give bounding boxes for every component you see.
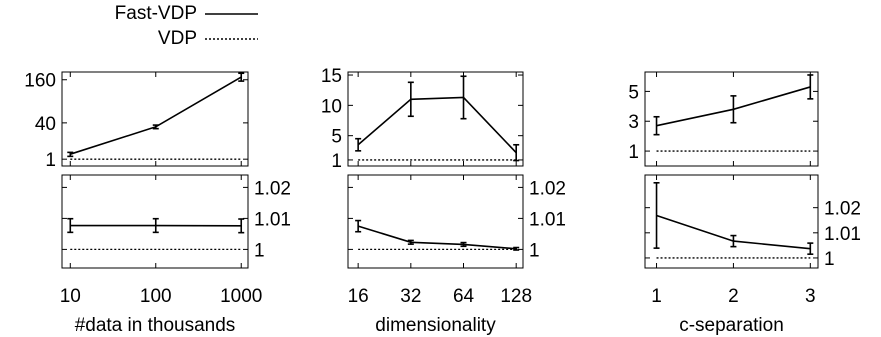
x-tick-label: 64 bbox=[453, 286, 475, 307]
chart-panel-c-separation-bottom: 1 1.01 1.02 bbox=[644, 174, 861, 270]
y-tick-label: 1 bbox=[45, 150, 56, 171]
plot-frame bbox=[347, 71, 524, 167]
y-tick-label: 3 bbox=[628, 112, 639, 133]
x-axis-label: dimensionality bbox=[375, 315, 496, 336]
x-axis-label: c-separation bbox=[679, 315, 784, 336]
x-tick-label: 100 bbox=[140, 286, 172, 307]
y-tick-label: 1.02 bbox=[254, 178, 291, 199]
fast-vdp-series-line bbox=[70, 76, 242, 155]
y-tick-label: 1 bbox=[628, 142, 639, 163]
y-tick-label: 1.01 bbox=[529, 209, 566, 230]
y-tick-label: 1.02 bbox=[529, 178, 566, 199]
x-axis-label: #data in thousands bbox=[75, 315, 236, 336]
x-tick-label: 2 bbox=[728, 286, 739, 307]
y-tick-label: 1.02 bbox=[824, 199, 861, 220]
chart-panel-data-size-bottom: 1 1.01 1.02 bbox=[61, 174, 291, 269]
y-tick-label: 1 bbox=[824, 249, 835, 270]
fast-vdp-series-line bbox=[357, 225, 517, 250]
y-tick-label: 15 bbox=[321, 66, 342, 87]
y-tick-label: 5 bbox=[331, 127, 342, 148]
x-tick-label: 3 bbox=[805, 286, 816, 307]
legend: Fast-VDP VDP bbox=[115, 3, 258, 49]
x-tick-label: 1000 bbox=[220, 286, 262, 307]
x-tick-label: 32 bbox=[400, 286, 421, 307]
plot-frame bbox=[61, 71, 249, 167]
y-tick-label: 1.01 bbox=[254, 209, 291, 230]
y-tick-label: 1 bbox=[331, 151, 342, 172]
x-tick-label: 128 bbox=[500, 286, 532, 307]
y-tick-label: 5 bbox=[628, 82, 639, 103]
y-tick-label: 160 bbox=[24, 71, 56, 92]
x-tick-label: 1 bbox=[651, 286, 662, 307]
y-tick-label: 1.01 bbox=[824, 224, 861, 245]
chart-panel-c-separation-top: 1 2 3 c-separation 1 3 5 bbox=[628, 71, 819, 336]
x-tick-label: 16 bbox=[348, 286, 369, 307]
plot-frame bbox=[644, 174, 819, 269]
y-tick-label: 1 bbox=[254, 240, 265, 261]
plot-frame bbox=[644, 71, 819, 167]
y-tick-label: 40 bbox=[35, 114, 56, 135]
y-tick-label: 10 bbox=[321, 96, 342, 117]
x-tick-label: 10 bbox=[60, 286, 81, 307]
plot-frame bbox=[61, 174, 249, 269]
chart-panel-data-size-top: 10 100 1000 #data in thousands 1 40 160 bbox=[24, 71, 262, 336]
legend-vdp-label: VDP bbox=[158, 28, 197, 49]
fast-vdp-series-line bbox=[357, 96, 517, 154]
panels: 10 100 1000 #data in thousands 1 40 160 1 1.01 1.… bbox=[24, 66, 861, 336]
chart-panel-dimensionality-bottom: 1 1.01 1.02 bbox=[347, 174, 566, 269]
y-tick-label: 1 bbox=[529, 240, 540, 261]
legend-fast-vdp-label: Fast-VDP bbox=[115, 3, 197, 24]
plot-frame bbox=[347, 174, 524, 269]
